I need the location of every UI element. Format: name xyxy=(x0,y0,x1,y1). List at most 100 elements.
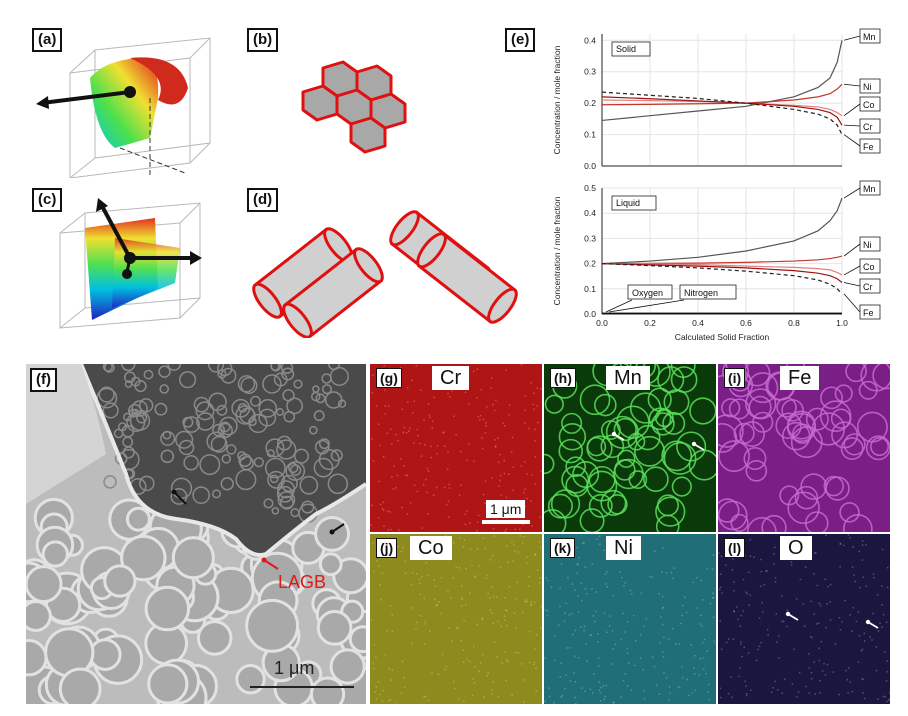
sem-dark-cell xyxy=(217,364,233,377)
map-noise xyxy=(861,559,864,561)
sem-cell xyxy=(26,600,52,632)
series-label-box xyxy=(859,180,881,196)
map-noise xyxy=(798,671,801,674)
map-noise xyxy=(739,625,742,627)
map-noise xyxy=(505,658,508,661)
map-noise xyxy=(781,692,784,695)
map-noise xyxy=(458,494,461,497)
map-noise xyxy=(513,612,516,614)
map-noise xyxy=(483,696,485,698)
map-noise xyxy=(476,529,478,532)
map-noise xyxy=(818,659,821,662)
map-noise xyxy=(559,676,561,678)
map-cell-boundary xyxy=(594,393,617,417)
map-noise xyxy=(419,582,421,585)
map-noise xyxy=(855,620,858,623)
map-noise xyxy=(499,566,502,568)
map-noise xyxy=(415,628,417,630)
map-noise xyxy=(499,453,501,456)
map-noise xyxy=(881,604,883,606)
map-noise xyxy=(372,662,374,665)
map-noise xyxy=(778,657,780,659)
map-noise xyxy=(849,613,851,616)
map-noise xyxy=(434,585,437,587)
map-noise xyxy=(471,694,474,697)
map-noise xyxy=(725,641,728,644)
map-noise xyxy=(442,432,444,434)
map-noise xyxy=(577,657,580,659)
map-noise xyxy=(516,581,518,584)
map-noise xyxy=(424,695,427,698)
sem-dark-cell xyxy=(237,375,256,393)
map-noise xyxy=(496,655,499,658)
map-noise xyxy=(375,686,377,688)
map-noise xyxy=(389,605,392,607)
panel-d-graphic xyxy=(252,210,518,339)
map-noise xyxy=(445,665,447,668)
map-noise xyxy=(810,600,812,603)
sem-dark-cell xyxy=(219,416,238,436)
map-noise xyxy=(758,617,761,619)
y-tick-label: 0.2 xyxy=(584,98,596,108)
series-label-leader xyxy=(843,83,861,87)
map-noise xyxy=(448,487,451,489)
map-ni: (k) Ni xyxy=(544,534,716,704)
map-noise xyxy=(477,514,480,517)
map-noise xyxy=(415,365,418,367)
map-noise xyxy=(534,554,536,556)
map-noise xyxy=(758,645,761,648)
map-noise xyxy=(672,577,674,580)
map-noise xyxy=(500,625,502,628)
map-noise xyxy=(493,535,495,537)
map-noise xyxy=(485,577,487,580)
map-noise xyxy=(679,686,681,689)
map-noise xyxy=(447,451,449,454)
map-noise xyxy=(813,661,816,663)
map-noise xyxy=(698,674,701,676)
map-noise xyxy=(774,576,777,579)
sem-dark-cell xyxy=(219,421,231,433)
map-noise xyxy=(712,596,715,599)
map-noise xyxy=(681,677,684,679)
map-noise xyxy=(400,550,403,553)
map-noise xyxy=(416,621,418,624)
map-noise xyxy=(420,389,422,391)
map-noise xyxy=(480,388,483,391)
series-label-leader xyxy=(843,265,861,276)
map-cell-boundary xyxy=(840,437,864,461)
map-noise xyxy=(678,643,680,645)
map-noise xyxy=(612,594,614,597)
map-noise xyxy=(573,672,575,674)
sem-dark-cell xyxy=(139,475,155,492)
map-noise xyxy=(492,555,494,557)
map-background xyxy=(718,534,890,704)
map-cell-boundary xyxy=(651,412,675,436)
map-cell-boundary xyxy=(800,473,828,500)
map-noise xyxy=(481,618,484,621)
map-noise xyxy=(584,587,587,590)
map-noise xyxy=(774,580,777,583)
map-noise xyxy=(651,576,654,579)
map-noise xyxy=(858,550,861,553)
map-noise xyxy=(602,685,605,687)
map-noise xyxy=(478,670,480,672)
map-noise xyxy=(494,439,496,441)
map-noise xyxy=(459,450,462,453)
series-label-box xyxy=(859,278,881,294)
map-noise xyxy=(696,607,699,609)
map-noise xyxy=(539,626,542,629)
map-noise xyxy=(590,634,592,637)
map-noise xyxy=(573,655,576,658)
map-cell-boundary xyxy=(718,414,744,448)
map-noise xyxy=(423,419,425,421)
map-noise xyxy=(630,592,633,595)
map-noise xyxy=(479,414,482,417)
map-noise xyxy=(478,565,480,567)
map-noise xyxy=(466,658,469,661)
map-noise xyxy=(419,593,421,596)
series-mn xyxy=(601,197,843,265)
map-noise xyxy=(732,558,734,561)
map-cell-boundary xyxy=(547,493,573,519)
map-noise xyxy=(396,474,399,477)
panel-a-graphic xyxy=(36,37,211,179)
